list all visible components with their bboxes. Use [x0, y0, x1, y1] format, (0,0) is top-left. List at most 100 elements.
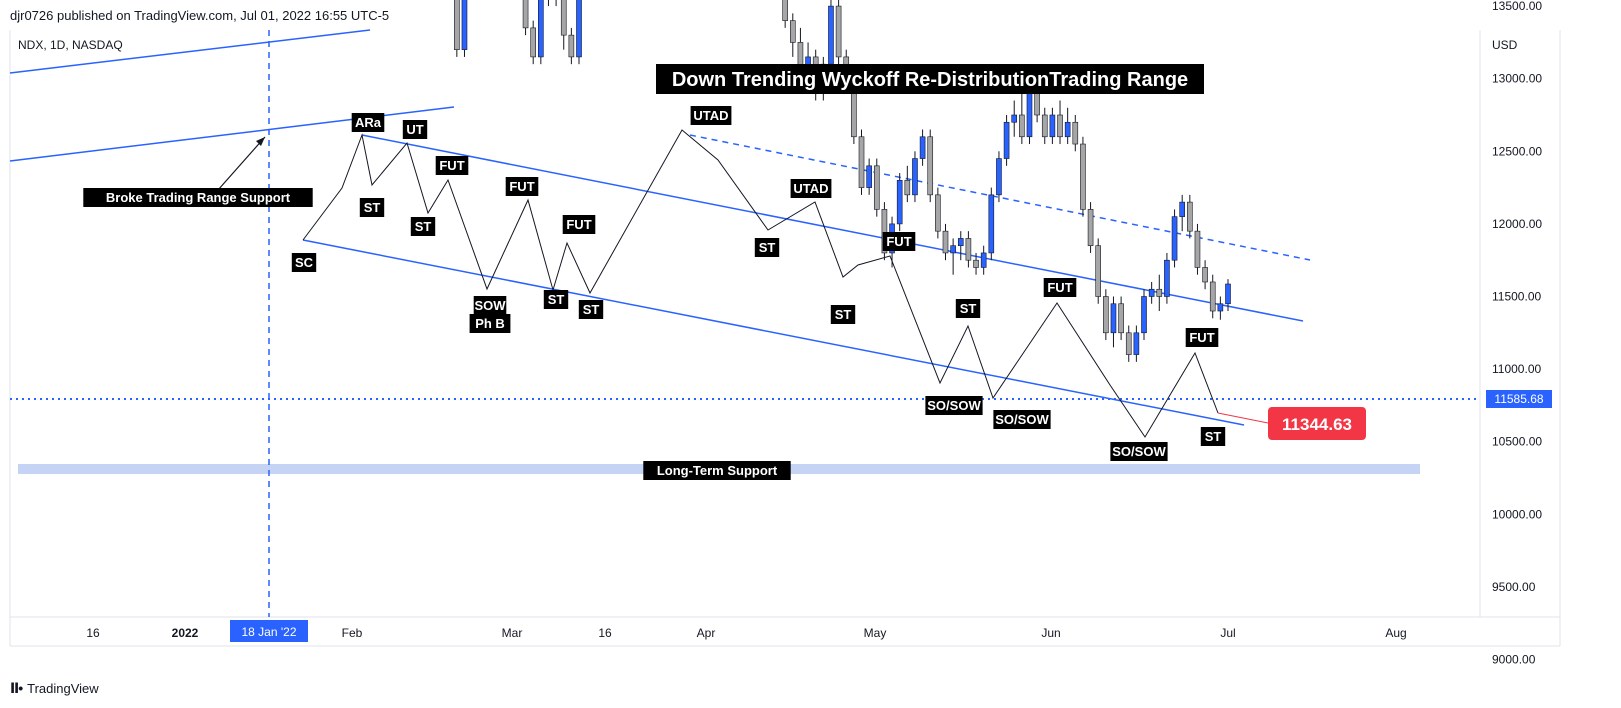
- candle-body: [980, 252, 987, 268]
- annotation-label: SC: [291, 253, 317, 272]
- candle: [950, 238, 956, 275]
- annotation-label: ST: [830, 305, 856, 324]
- x-tick-label: Aug: [1385, 626, 1406, 640]
- annotation-label: SO/SOW: [925, 396, 983, 415]
- annotation-bg: [643, 461, 791, 480]
- candle: [1019, 93, 1025, 145]
- candle: [1103, 289, 1109, 341]
- annotation-label: SO/SOW: [993, 410, 1051, 429]
- candle-body: [1156, 288, 1163, 297]
- annotation-text: FUT: [886, 234, 911, 249]
- candle-body: [1217, 303, 1224, 312]
- annotation-label: Long-Term Support: [643, 461, 791, 480]
- candle-body: [1194, 230, 1201, 268]
- x-tick-label: Feb: [342, 626, 363, 640]
- candle: [965, 231, 972, 268]
- candle-body: [1080, 143, 1086, 210]
- annotation-text: SO/SOW: [1112, 444, 1166, 459]
- candle: [555, 0, 557, 7]
- candle-body: [919, 136, 926, 159]
- candle: [1087, 202, 1094, 253]
- y-tick-label: 9500.00: [1492, 580, 1536, 594]
- trend-line: [302, 239, 1245, 426]
- candle: [866, 158, 872, 195]
- candle: [1133, 325, 1140, 362]
- title-bg: [656, 64, 1204, 94]
- candle: [1217, 296, 1224, 320]
- trend-line: [9, 106, 455, 162]
- candle-body: [873, 165, 880, 210]
- candle: [1110, 296, 1117, 348]
- title-text: Down Trending Wyckoff Re-DistributionTra…: [672, 69, 1188, 91]
- candle-body: [957, 238, 964, 246]
- annotation-text: ST: [415, 219, 432, 234]
- candle: [1179, 194, 1185, 232]
- annotation-text: UTAD: [693, 108, 728, 123]
- annotation-bg: [291, 253, 317, 272]
- annotation-bg: [543, 290, 569, 309]
- x-tick-label: 16: [598, 626, 612, 640]
- candle: [1049, 107, 1056, 145]
- candle: [454, 0, 460, 57]
- candle-body: [1003, 121, 1010, 159]
- candle: [782, 0, 788, 28]
- candle: [1225, 279, 1231, 312]
- candle-body: [568, 34, 575, 58]
- candle-body: [1125, 332, 1132, 355]
- candle-body: [560, 0, 567, 36]
- low-pointer-line: [1217, 412, 1269, 424]
- candle: [1171, 209, 1178, 268]
- candle-body: [881, 209, 888, 254]
- candle-body: [1041, 114, 1048, 138]
- candle-body: [1225, 283, 1231, 305]
- candle-body: [1072, 121, 1079, 145]
- annotation-label: SOW: [473, 296, 507, 315]
- candle: [1156, 274, 1163, 312]
- candle-body: [1026, 92, 1033, 138]
- candle: [461, 0, 468, 57]
- annotation-label: Ph B: [469, 314, 511, 333]
- candle: [522, 0, 529, 36]
- candle-body: [538, 0, 544, 58]
- annotation-bg: [993, 410, 1051, 429]
- candle: [973, 252, 979, 275]
- candle-body: [942, 230, 949, 254]
- candle-body: [1118, 303, 1124, 334]
- tradingview-logo-icon: Ⅱ•: [10, 680, 23, 696]
- annotation-text: ST: [548, 292, 565, 307]
- candle: [560, 0, 567, 50]
- candle: [1202, 260, 1208, 290]
- annotation-text: ST: [759, 240, 776, 255]
- annotation-bg: [690, 106, 732, 125]
- annotation-text: SC: [295, 255, 314, 270]
- annotation-label: ST: [1200, 427, 1226, 446]
- annotation-bg: [955, 299, 981, 318]
- chart-title: Down Trending Wyckoff Re-DistributionTra…: [656, 64, 1204, 94]
- tradingview-footer[interactable]: Ⅱ• TradingView: [10, 680, 99, 697]
- low-price-label: 11344.63: [1282, 415, 1352, 434]
- annotation-bg: [754, 238, 780, 257]
- x-tick-label: 2022: [172, 626, 199, 640]
- support-break-arrow: [217, 136, 266, 191]
- candle-body: [1209, 281, 1216, 312]
- candle-body: [1164, 259, 1170, 297]
- annotation-bg: [1043, 278, 1077, 297]
- annotation-text: Broke Trading Range Support: [106, 190, 291, 205]
- candle-body: [1187, 201, 1193, 232]
- candle: [988, 187, 995, 261]
- annotation-bg: [402, 120, 428, 139]
- annotation-text: Long-Term Support: [657, 463, 778, 478]
- y-tick-label: 12500.00: [1492, 144, 1542, 158]
- annotation-bg: [562, 215, 596, 234]
- candle: [957, 231, 964, 261]
- annotation-bg: [410, 217, 436, 236]
- publish-info: djr0726 published on TradingView.com, Ju…: [10, 8, 390, 23]
- candle-body: [1095, 245, 1102, 297]
- annotation-text: ST: [364, 200, 381, 215]
- annotation-bg: [790, 179, 832, 198]
- annotation-bg: [1185, 328, 1219, 347]
- candle-body: [996, 158, 1002, 196]
- candle: [1026, 85, 1033, 145]
- y-tick-label: 13000.00: [1492, 72, 1542, 86]
